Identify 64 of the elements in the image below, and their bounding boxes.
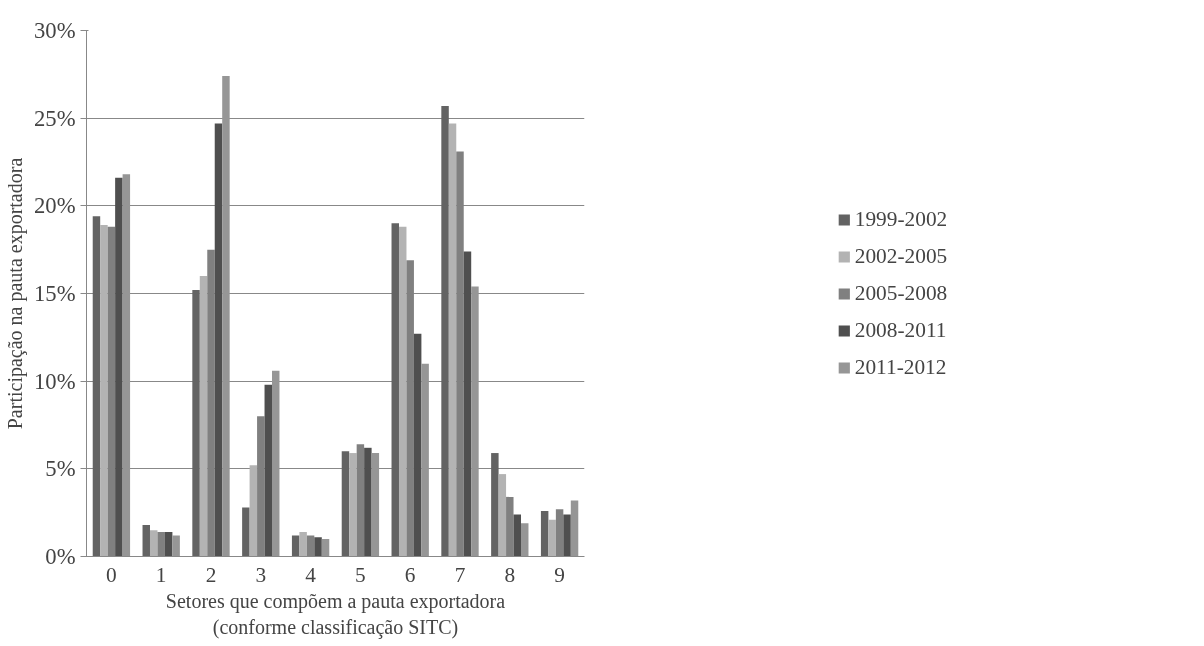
bar — [441, 105, 449, 557]
bar — [399, 226, 407, 557]
bar — [540, 510, 549, 557]
bar — [364, 447, 372, 557]
x-tick-label: 9 — [554, 562, 565, 587]
bar — [242, 507, 250, 557]
bar — [421, 363, 429, 557]
x-tick-label: 1 — [155, 562, 167, 587]
bar — [272, 370, 280, 557]
bar — [570, 500, 579, 557]
bar — [463, 251, 472, 557]
bar — [321, 538, 330, 557]
bar — [100, 225, 108, 557]
bar — [249, 465, 258, 557]
y-tick-label: 5% — [45, 456, 76, 482]
bar — [391, 223, 399, 557]
y-tick-label: 15% — [33, 281, 76, 306]
bar — [448, 123, 457, 557]
bar — [291, 535, 300, 557]
bar — [164, 531, 173, 557]
x-tick-label: 4 — [305, 562, 317, 587]
legend-label: 2011-2012 — [854, 354, 947, 380]
bar — [498, 474, 507, 557]
y-tick-label: 20% — [33, 193, 76, 219]
bar — [192, 289, 200, 557]
y-tick-label: 30% — [33, 18, 76, 43]
bar — [214, 123, 223, 557]
bar — [413, 333, 422, 557]
bar — [222, 76, 230, 557]
x-tick-label: 7 — [454, 562, 466, 587]
bar — [341, 451, 350, 557]
x-axis-title: Setores que compõem a pauta exportadora (conforme classificação SITC) — [165, 589, 506, 639]
x-tick-label: 6 — [404, 562, 416, 587]
bar — [314, 537, 322, 557]
bar — [471, 286, 479, 557]
bar — [142, 524, 150, 557]
bar — [371, 453, 380, 557]
bar — [513, 514, 522, 557]
y-tick-label: 0% — [45, 544, 76, 569]
bar — [92, 216, 101, 557]
y-tick-label: 25% — [33, 105, 76, 131]
x-tick-label: 3 — [255, 562, 267, 587]
bar — [199, 275, 208, 557]
x-tick-label: 8 — [504, 562, 516, 587]
bar — [299, 531, 307, 557]
bar — [172, 535, 180, 557]
bar — [115, 177, 123, 557]
bar — [548, 519, 556, 557]
x-tick-label: 5 — [355, 562, 366, 587]
legend-label: 2002-2005 — [854, 243, 948, 269]
legend-label: 1999-2002 — [854, 206, 948, 232]
y-axis-title: Participação na pauta exportadora — [3, 157, 27, 430]
bar — [264, 384, 272, 557]
bar — [563, 514, 571, 557]
bar — [149, 530, 158, 557]
bar — [349, 453, 357, 557]
bar — [491, 453, 499, 557]
bar — [122, 174, 131, 557]
x-tick-label: 0 — [106, 562, 117, 587]
legend-label: 2005-2008 — [854, 280, 948, 306]
x-tick-label: 2 — [205, 562, 217, 587]
legend-label: 2008-2011 — [854, 317, 947, 343]
bar — [521, 523, 529, 557]
y-tick-label: 10% — [33, 368, 76, 394]
